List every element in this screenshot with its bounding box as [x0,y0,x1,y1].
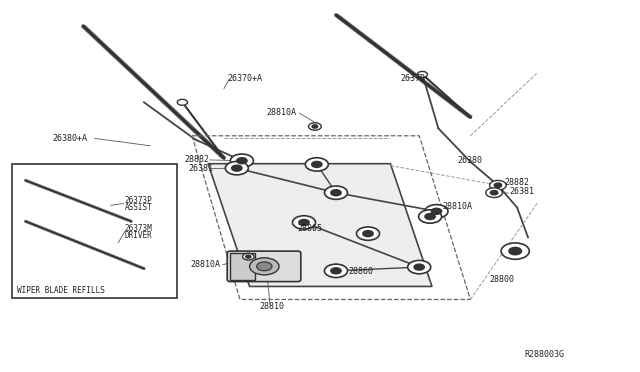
Text: 28860: 28860 [349,267,374,276]
Circle shape [177,99,188,105]
Circle shape [299,219,309,225]
Text: 26380: 26380 [458,156,483,165]
Circle shape [408,260,431,274]
Circle shape [246,255,251,258]
Circle shape [237,158,247,164]
Circle shape [232,165,242,171]
Circle shape [230,154,253,167]
Circle shape [356,227,380,240]
Circle shape [490,190,498,195]
Polygon shape [230,253,255,280]
Circle shape [257,262,272,271]
Circle shape [250,258,279,275]
Circle shape [417,71,428,77]
Text: 26370: 26370 [400,74,425,83]
Circle shape [324,264,348,278]
Text: 28800: 28800 [490,275,515,283]
Circle shape [331,190,341,196]
Text: 26381: 26381 [509,187,534,196]
Circle shape [501,243,529,259]
Circle shape [324,186,348,199]
Text: 28810A: 28810A [266,108,296,117]
Circle shape [225,161,248,175]
Text: DRIVER: DRIVER [125,231,152,240]
Text: R288003G: R288003G [525,350,564,359]
Text: 26381: 26381 [189,164,214,173]
Text: WIPER BLADE REFILLS: WIPER BLADE REFILLS [17,286,104,295]
FancyBboxPatch shape [227,251,301,282]
Circle shape [486,188,502,198]
Circle shape [419,210,442,223]
Circle shape [305,158,328,171]
Text: 26370+A: 26370+A [227,74,262,83]
Circle shape [308,123,321,130]
Polygon shape [208,164,432,286]
Text: 28810A: 28810A [191,260,221,269]
Circle shape [494,183,502,187]
Circle shape [243,253,254,260]
Circle shape [509,247,522,255]
Circle shape [414,264,424,270]
Circle shape [363,231,373,237]
Bar [12,164,177,298]
Circle shape [331,268,341,274]
Circle shape [312,125,317,128]
Circle shape [431,208,442,214]
Text: 26373P: 26373P [125,196,152,205]
Text: 26380+A: 26380+A [52,134,88,143]
Text: 28882: 28882 [504,178,529,187]
Text: 28882: 28882 [184,155,209,164]
Circle shape [425,214,435,219]
Circle shape [292,216,316,229]
Text: 28865: 28865 [298,224,323,232]
Circle shape [312,161,322,167]
Circle shape [490,180,506,190]
Text: 26373M: 26373M [125,224,152,233]
Text: 28810A: 28810A [443,202,473,211]
Text: 28810: 28810 [259,302,284,311]
Text: ASSIST: ASSIST [125,203,152,212]
Circle shape [425,205,448,218]
